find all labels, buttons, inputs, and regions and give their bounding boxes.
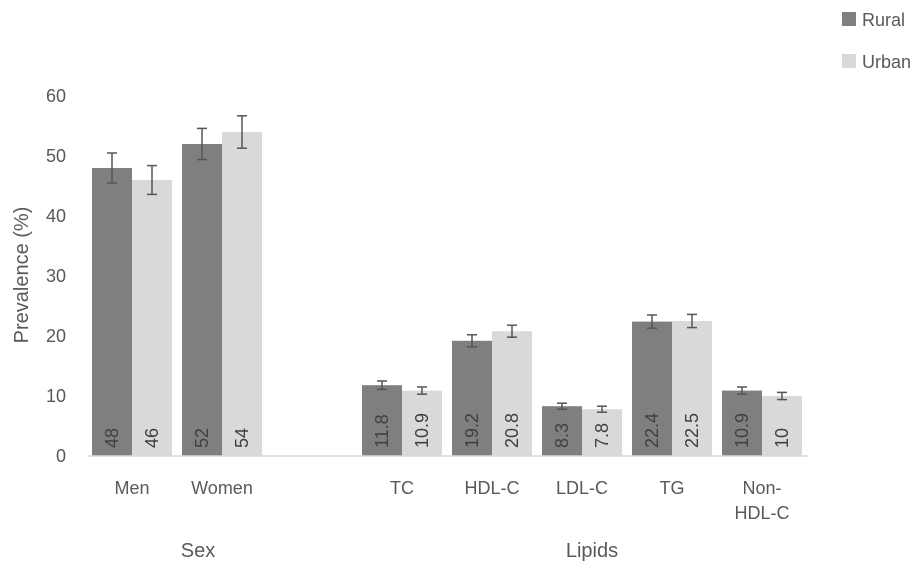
legend-label-rural: Rural (862, 10, 905, 30)
data-label: 11.8 (372, 414, 392, 448)
x-axis-labels: Men Women TC HDL-C LDL-C TG Non- HDL-C (114, 478, 789, 523)
bar-urban (402, 390, 442, 456)
bar-rural (362, 385, 402, 456)
y-axis-title: Prevalence (%) (11, 207, 33, 344)
data-label: 8.3 (552, 423, 572, 448)
y-tick-label: 0 (56, 446, 66, 466)
data-label: 46 (142, 428, 162, 448)
y-tick-label: 40 (46, 206, 66, 226)
y-tick-label: 60 (46, 86, 66, 106)
legend: Rural Urban (842, 10, 911, 72)
data-label: 22.5 (682, 413, 702, 448)
x-tick-label: LDL-C (556, 478, 608, 498)
data-label: 48 (102, 428, 122, 448)
legend-label-urban: Urban (862, 52, 911, 72)
legend-swatch-urban (842, 54, 856, 68)
bar-rural (92, 168, 132, 456)
bar-rural (452, 340, 492, 456)
data-label: 10.9 (412, 413, 432, 448)
data-label: 22.4 (642, 413, 662, 448)
bar-urban (762, 396, 802, 456)
bar-urban (492, 331, 532, 456)
group-label: Lipids (566, 540, 618, 562)
legend-swatch-rural (842, 12, 856, 26)
y-axis: 0 10 20 30 40 50 60 (46, 86, 66, 466)
bar-rural (632, 321, 672, 456)
bar-rural (722, 390, 762, 456)
x-tick-label: Men (114, 478, 149, 498)
y-tick-label: 10 (46, 386, 66, 406)
data-label: 19.2 (462, 413, 482, 448)
bar-urban (672, 321, 712, 456)
y-tick-label: 30 (46, 266, 66, 286)
group-labels: Sex Lipids (181, 540, 618, 562)
data-label: 52 (192, 428, 212, 448)
bar-urban (132, 180, 172, 456)
y-tick-label: 20 (46, 326, 66, 346)
bars: 48 52 11.8 19.2 8.3 22.4 10.9 46 54 10.9 20.8 7.8 22… (92, 115, 802, 456)
x-tick-label: HDL-C (464, 478, 519, 498)
bar-rural (182, 144, 222, 456)
x-tick-label: Women (191, 478, 253, 498)
data-label: 10 (772, 428, 792, 448)
y-tick-label: 50 (46, 146, 66, 166)
data-label: 20.8 (502, 413, 522, 448)
bar-urban (222, 132, 262, 456)
group-label: Sex (181, 540, 215, 562)
data-label: 54 (232, 428, 252, 448)
bar-urban (582, 409, 622, 456)
x-tick-label: TG (660, 478, 685, 498)
data-label: 7.8 (592, 423, 612, 448)
data-label: 10.9 (732, 413, 752, 448)
x-tick-label: HDL-C (734, 503, 789, 523)
bar-rural (542, 406, 582, 456)
x-tick-label: Non- (742, 478, 781, 498)
x-tick-label: TC (390, 478, 414, 498)
